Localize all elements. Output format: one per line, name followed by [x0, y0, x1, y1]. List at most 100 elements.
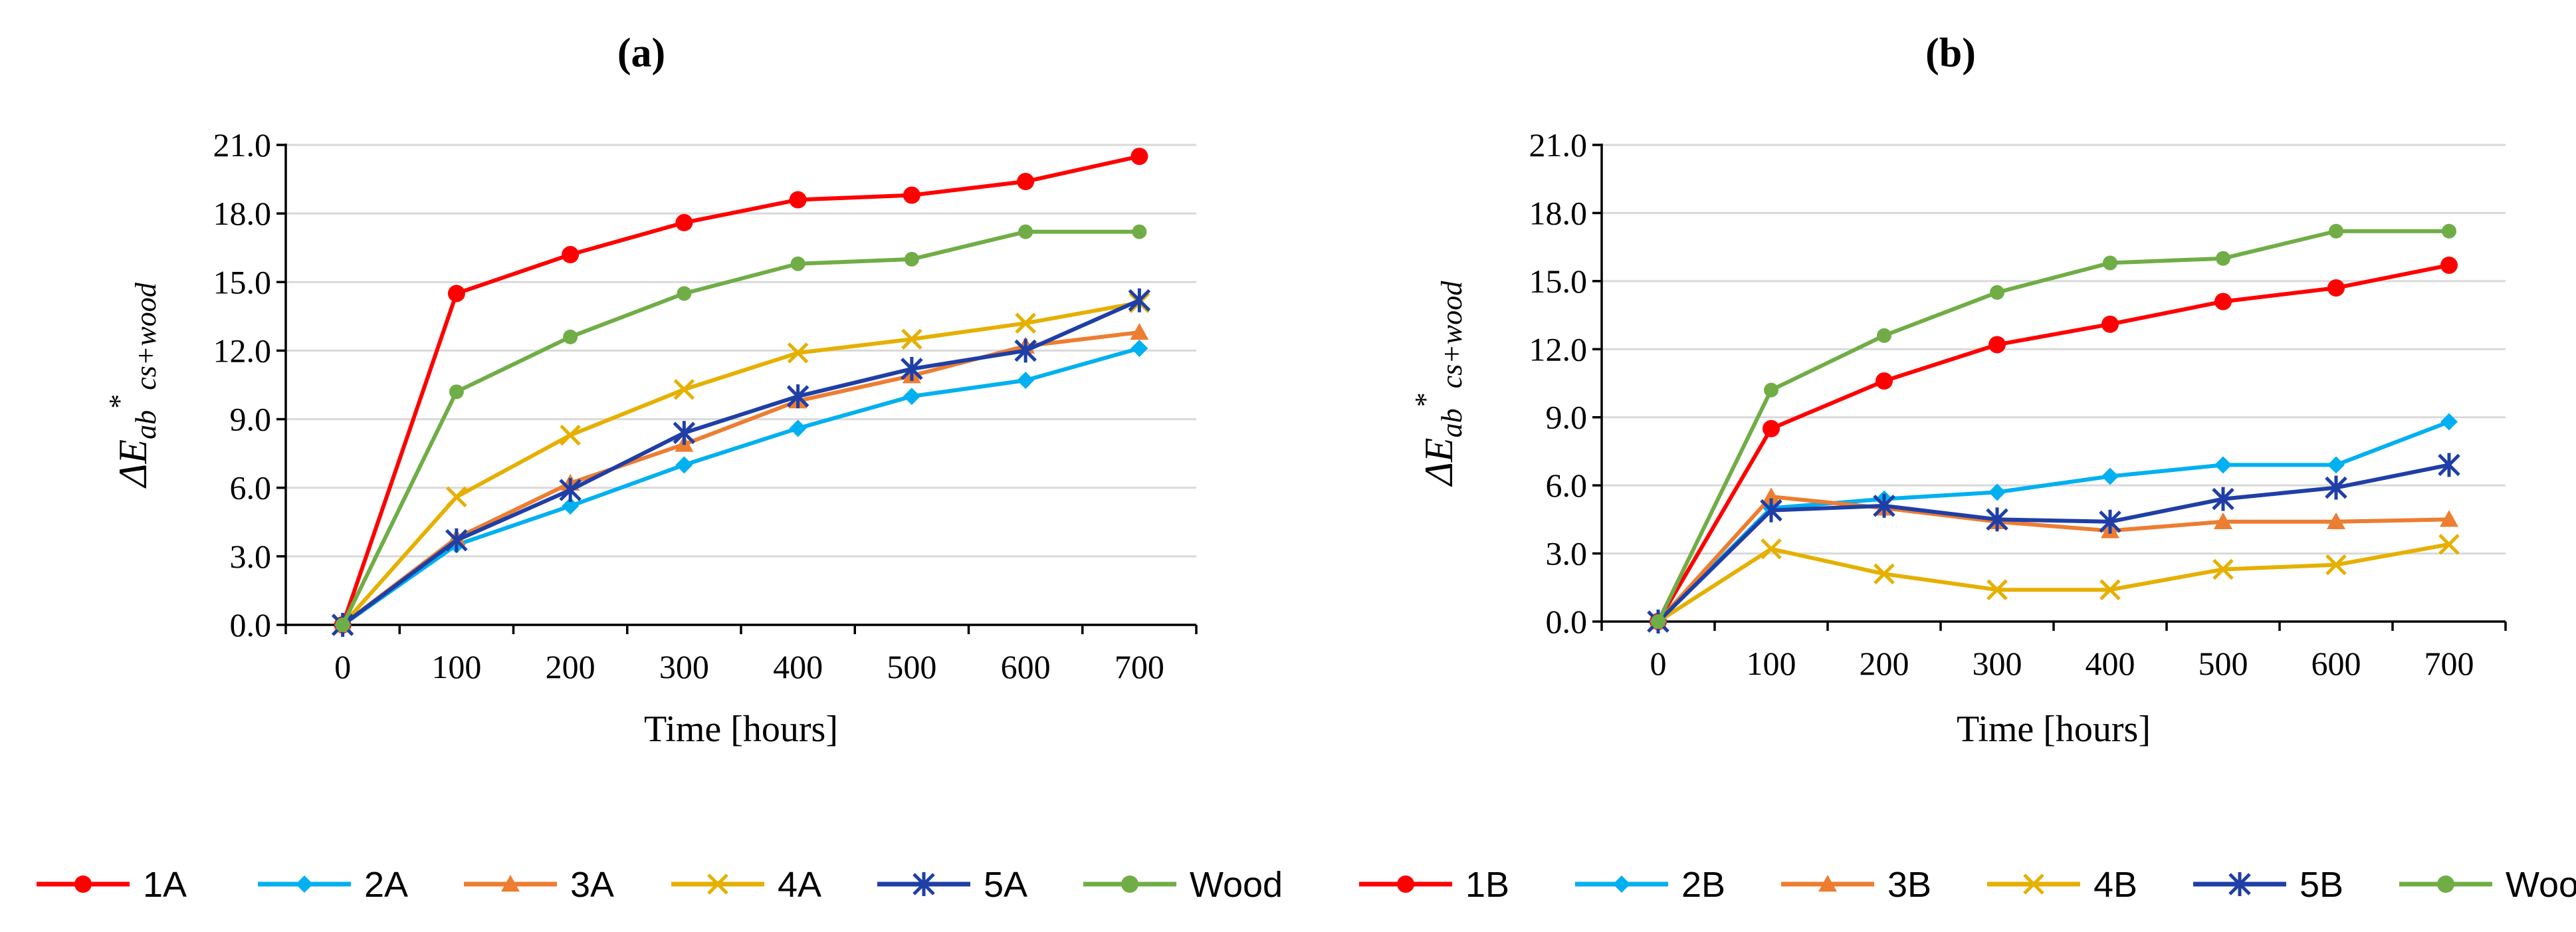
- series-4b: [1648, 534, 2460, 632]
- marker-stroke: [1015, 312, 1036, 334]
- data-point: [1761, 538, 1782, 560]
- legend-marker: [2023, 874, 2044, 895]
- y-tick-label: 9.0: [230, 401, 272, 438]
- y-tick-label: 18.0: [1529, 194, 1588, 231]
- data-point: [2214, 456, 2232, 474]
- series-2a: [334, 339, 1148, 634]
- data-point: [1760, 498, 1782, 523]
- data-point: [2101, 315, 2119, 333]
- y-axis-label: ΔEab* cs+wood: [103, 282, 162, 489]
- x-tick-label: 0: [334, 648, 351, 685]
- legend-label: 3B: [1887, 865, 1931, 905]
- y-tick-label: 12.0: [1529, 330, 1588, 368]
- legend-marker: [2437, 875, 2454, 893]
- data-point: [2099, 579, 2121, 600]
- data-point: [903, 388, 920, 406]
- data-point: [903, 186, 920, 204]
- y-tick-label: 6.0: [230, 469, 272, 507]
- data-point: [675, 456, 693, 474]
- y-tick-label: 6.0: [1546, 467, 1588, 504]
- y-tick-label: 15.0: [1529, 263, 1588, 300]
- marker-stroke: [1986, 579, 2008, 600]
- legend-item-4a: 4A: [671, 865, 821, 905]
- legend-label: 3A: [570, 865, 614, 905]
- data-point: [563, 329, 578, 344]
- data-point: [560, 424, 581, 446]
- series-1b: [1650, 256, 2458, 630]
- series-line: [341, 330, 1140, 627]
- x-tick-label: 700: [1115, 648, 1164, 685]
- x-tick-label: 100: [1747, 645, 1796, 682]
- chart-title: (a): [617, 31, 665, 76]
- y-label-tail: cs+wood: [1436, 281, 1468, 389]
- data-point: [677, 286, 692, 301]
- data-point: [2438, 453, 2460, 477]
- y-tick-label: 3.0: [1546, 535, 1588, 572]
- data-point: [1990, 285, 2004, 300]
- data-point: [1764, 382, 1778, 398]
- chart-title: (b): [1925, 31, 1976, 76]
- series-line: [1656, 229, 2449, 623]
- data-point: [1017, 372, 1035, 390]
- legend-label: 5A: [984, 865, 1027, 905]
- x-tick-label: 700: [2424, 645, 2474, 682]
- series-5a: [331, 288, 1151, 637]
- data-point: [445, 528, 468, 552]
- marker-stroke: [901, 328, 922, 350]
- data-point: [2440, 510, 2458, 527]
- data-point: [2214, 292, 2232, 310]
- legend-marker: [74, 875, 92, 893]
- series-5b: [1647, 453, 2460, 634]
- legend-marker: [1613, 875, 1630, 893]
- y-label-main: ΔE: [111, 439, 155, 489]
- data-point: [1763, 419, 1780, 437]
- marker-stroke: [2325, 554, 2347, 576]
- data-point: [2327, 456, 2345, 474]
- data-point: [790, 256, 805, 271]
- data-point: [562, 246, 580, 264]
- chart-panel-b: (b) 0.0 3.0 6.0 9.0 12.0 15.0 18.0 21.0 0 100 200 30…: [1359, 31, 2576, 905]
- legend-label: 4A: [778, 865, 821, 905]
- series-line: [341, 298, 1140, 627]
- data-point: [1130, 322, 1149, 340]
- y-tick-label: 0.0: [1546, 603, 1588, 640]
- series-1a: [334, 148, 1148, 634]
- y-label-main: ΔE: [1417, 437, 1461, 487]
- legend-marker: [1818, 875, 1837, 892]
- y-label-sub: ab: [1436, 408, 1468, 437]
- x-tick-label: 500: [2199, 645, 2248, 682]
- series-line: [1656, 419, 2450, 624]
- data-point: [446, 486, 467, 508]
- y-tick-label: 18.0: [213, 195, 272, 232]
- legend-label: Wood: [1190, 865, 1283, 905]
- series-wood: [1651, 223, 2456, 629]
- series-line: [1656, 495, 2450, 624]
- data-point: [1018, 224, 1033, 239]
- legend: 1B 2B 3B 4B 5B Wood: [1359, 865, 2576, 905]
- y-tick-label: 0.0: [230, 606, 272, 643]
- data-point: [2212, 487, 2234, 511]
- series-line: [341, 300, 1140, 626]
- marker-stroke: [2438, 534, 2460, 555]
- data-point: [901, 356, 923, 381]
- data-point: [904, 251, 919, 267]
- x-tick-label: 200: [546, 648, 595, 685]
- legend-label: 2B: [1681, 865, 1725, 905]
- legend-item-4b: 4B: [1987, 865, 2137, 905]
- data-point: [2440, 413, 2458, 431]
- data-point: [1651, 614, 1665, 629]
- x-axis-label: Time [hours]: [1957, 709, 2151, 750]
- data-point: [2329, 223, 2343, 239]
- x-tick-label: 600: [1001, 648, 1051, 685]
- data-point: [1015, 312, 1036, 334]
- legend-label: 2A: [364, 865, 408, 905]
- y-label-sub: ab: [130, 410, 162, 439]
- legend-item-1b: 1B: [1359, 865, 1509, 905]
- x-tick-label: 0: [1650, 645, 1667, 682]
- y-label-tail: cs+wood: [130, 282, 162, 390]
- series-line: [340, 229, 1140, 626]
- y-tick-label: 21.0: [1529, 126, 1588, 164]
- marker-stroke: [2212, 558, 2234, 580]
- legend-marker: [1121, 875, 1138, 893]
- data-point: [2214, 512, 2232, 529]
